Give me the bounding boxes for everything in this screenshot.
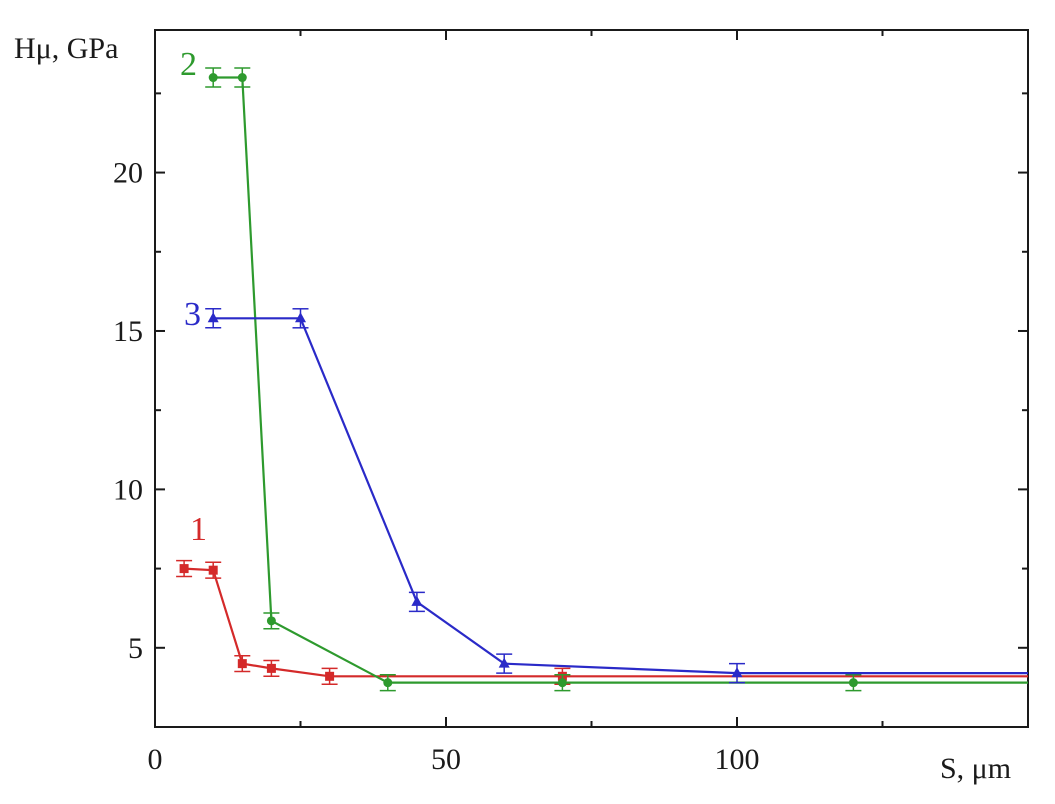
data-point (383, 678, 393, 688)
data-point (179, 564, 189, 574)
series-layer (176, 67, 1028, 692)
data-point (208, 565, 218, 575)
series-2 (205, 67, 1028, 692)
series-line-3 (213, 317, 1028, 675)
data-point (325, 671, 335, 681)
y-tick-label: 20 (113, 157, 143, 190)
data-point (731, 667, 743, 678)
series-label-3: 3 (184, 296, 201, 333)
data-point (207, 312, 219, 323)
data-point (266, 616, 276, 626)
x-axis-label: S, μm (940, 752, 1011, 785)
series-line-2 (213, 76, 1028, 684)
series-label-2: 2 (180, 46, 197, 83)
y-tick-label: 10 (113, 473, 143, 506)
data-point (848, 678, 858, 688)
plot-frame (154, 29, 1029, 728)
data-point (498, 657, 510, 668)
y-axis-label: Hμ, GPa (14, 32, 118, 65)
x-tick-label: 100 (715, 743, 760, 776)
y-tick-label: 5 (128, 632, 143, 665)
y-axis-ticks: 5 10 15 20 (113, 92, 1028, 665)
x-tick-label: 0 (148, 743, 163, 776)
data-point (237, 73, 247, 83)
data-point (557, 678, 567, 688)
series-label-1: 1 (190, 511, 207, 548)
series-line-1 (184, 567, 1028, 678)
x-tick-label: 50 (431, 743, 461, 776)
data-point (237, 659, 247, 669)
series-1 (176, 559, 1028, 685)
data-point (295, 312, 306, 323)
series-3 (205, 308, 1028, 684)
x-axis-ticks: 0 50 100 (148, 30, 884, 776)
y-tick-label: 15 (113, 315, 143, 348)
data-point (266, 663, 276, 673)
data-point (208, 73, 218, 83)
data-point (411, 595, 423, 606)
